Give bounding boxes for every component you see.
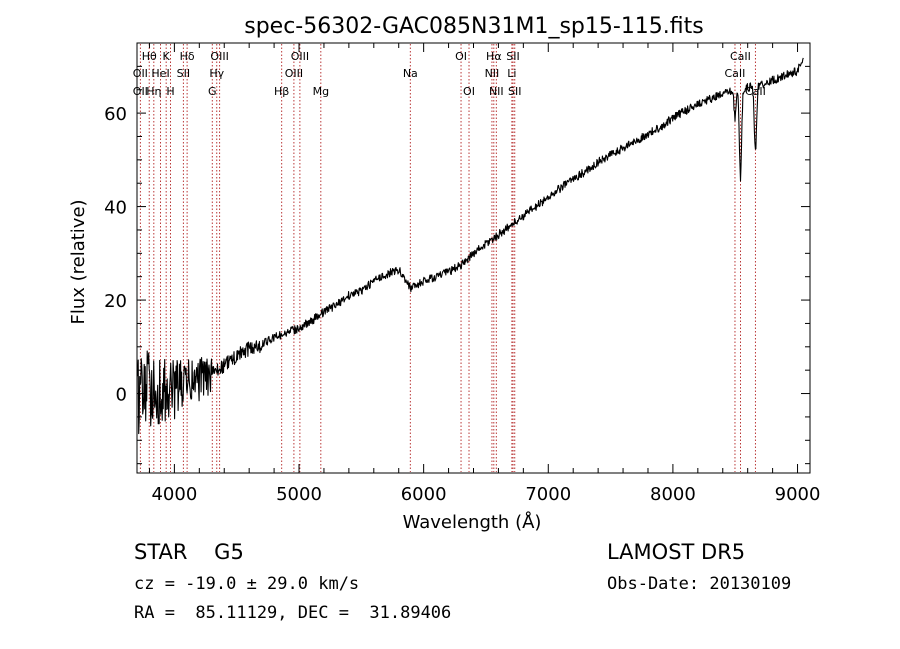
x-tick-label: 4000: [151, 484, 197, 505]
spectral-line-label: NII: [489, 85, 504, 98]
x-tick-label: 8000: [650, 484, 696, 505]
spectrum-line: [136, 57, 804, 435]
x-axis: 4000 5000 6000 7000 8000 9000: [148, 43, 821, 505]
spectral-line-label: OIII: [210, 50, 228, 63]
chart-title: spec-56302-GAC085N31M1_sp15-115.fits: [244, 14, 704, 39]
spectral-line-label: Hγ: [209, 67, 224, 80]
spectral-line-label: SII: [506, 50, 519, 63]
survey-name: LAMOST DR5: [607, 540, 746, 564]
x-tick-label: 6000: [401, 484, 447, 505]
y-tick-label: 40: [104, 198, 127, 219]
x-axis-label: Wavelength (Å): [403, 511, 542, 533]
spectral-line-label: CaII: [730, 50, 751, 63]
spectral-line-label: OIII: [291, 50, 309, 63]
spectral-line-label: CaII: [745, 85, 766, 98]
y-tick-label: 60: [104, 104, 127, 125]
velocity-text: cz = -19.0 ± 29.0 km/s: [134, 574, 360, 594]
spectral-line-label: HeI: [151, 67, 169, 80]
x-tick-label: 9000: [775, 484, 821, 505]
object-class: STAR G5: [134, 540, 244, 564]
spectral-line-label: Hα: [486, 50, 502, 63]
spectral-line-label: G: [208, 85, 217, 98]
y-axis-label: Flux (relative): [68, 199, 89, 324]
spectral-line-label: Hη: [146, 85, 161, 98]
spectral-line-label: Hθ: [142, 50, 157, 63]
spectral-line-label: Hβ: [274, 85, 289, 98]
spectral-line-label: NII: [485, 67, 500, 80]
spectral-line-label: OI: [455, 50, 467, 63]
spectral-line-label: Li: [507, 67, 516, 80]
plot-frame: [136, 42, 811, 474]
x-tick-label: 5000: [276, 484, 322, 505]
spectral-line-label: Hδ: [180, 50, 195, 63]
spectral-line-label: SII: [508, 85, 521, 98]
y-tick-label: 0: [116, 385, 127, 406]
y-tick-label: 20: [104, 291, 127, 312]
spectral-line-label: OI: [463, 85, 475, 98]
y-axis: 0 20 40 60: [104, 42, 810, 465]
spectral-line-label: SII: [177, 67, 190, 80]
x-tick-label: 7000: [525, 484, 571, 505]
spectral-line-label: Na: [403, 67, 418, 80]
spectral-line-labels: Hθ K Hδ OIII OIII OI Hα SII CaII OII HeI SII Hγ OIII N…: [133, 50, 766, 98]
spectral-line-label: Mg: [313, 85, 329, 98]
spectral-line-markers: [139, 44, 756, 472]
spectral-line-label: OII: [133, 67, 148, 80]
spectral-line-label: OIII: [285, 67, 303, 80]
spectral-line-label: H: [166, 85, 174, 98]
observation-date: Obs-Date: 20130109: [607, 574, 792, 594]
coordinates-text: RA = 85.11129, DEC = 31.89406: [134, 603, 452, 623]
spectral-line-label: CaII: [725, 67, 746, 80]
spectral-line-label: K: [163, 50, 171, 63]
